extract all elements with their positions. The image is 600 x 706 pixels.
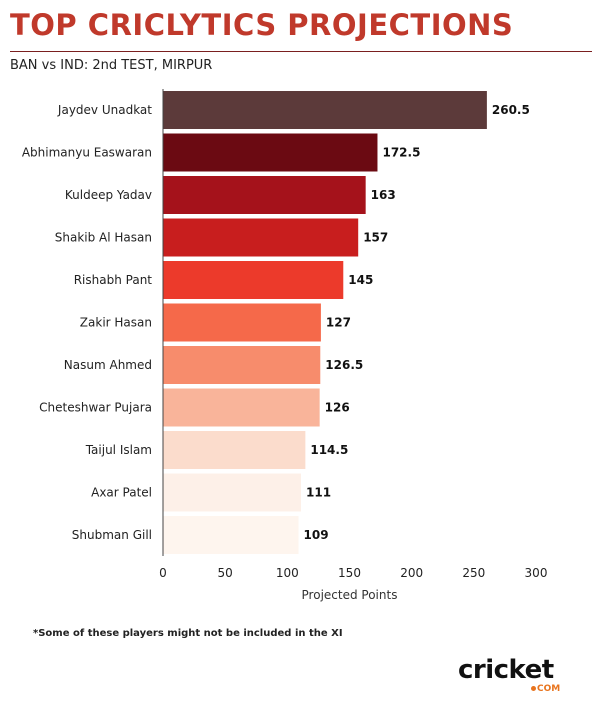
category-label: Cheteshwar Pujara <box>39 401 152 415</box>
logo-dot-icon <box>531 686 536 691</box>
category-label: Rishabh Pant <box>74 273 153 287</box>
category-label: Kuldeep Yadav <box>65 188 152 202</box>
bar <box>163 346 321 384</box>
data-label: 145 <box>348 273 373 287</box>
chart-title: TOP CRICLYTICS PROJECTIONS <box>10 8 514 42</box>
footnote: *Some of these players might not be incl… <box>33 628 343 639</box>
data-label: 260.5 <box>492 103 530 117</box>
data-label: 111 <box>306 486 331 500</box>
x-tick-label: 150 <box>338 566 361 580</box>
x-tick-label: 250 <box>462 566 485 580</box>
category-label: Nasum Ahmed <box>64 358 152 372</box>
title-divider <box>10 51 592 52</box>
bar <box>163 516 299 554</box>
data-label: 109 <box>304 528 329 542</box>
category-label: Taijul Islam <box>85 443 152 457</box>
x-tick-label: 0 <box>159 566 167 580</box>
data-label: 157 <box>363 231 388 245</box>
bar <box>163 303 321 342</box>
x-tick-label: 200 <box>400 566 423 580</box>
bar <box>163 133 378 172</box>
brand-logo: cricket <box>458 655 554 685</box>
x-tick-label: 50 <box>218 566 233 580</box>
bar-chart: Jaydev Unadkat 260.5 Abhimanyu Easwaran 172… <box>22 89 548 602</box>
chart-subtitle: BAN vs IND: 2nd TEST, MIRPUR <box>10 58 213 73</box>
bar <box>163 431 306 469</box>
data-label: 126.5 <box>325 358 363 372</box>
category-label: Shakib Al Hasan <box>55 231 152 245</box>
x-tick-label: 300 <box>525 566 548 580</box>
category-label: Shubman Gill <box>72 528 152 542</box>
bar <box>163 91 487 129</box>
data-label: 126 <box>325 401 350 415</box>
data-label: 114.5 <box>310 443 348 457</box>
data-label: 172.5 <box>382 146 420 160</box>
bar <box>163 176 366 214</box>
bar <box>163 473 302 512</box>
category-label: Abhimanyu Easwaran <box>22 146 152 160</box>
bar <box>163 218 359 257</box>
brand-logo-suffix: COM <box>537 684 561 694</box>
category-label: Axar Patel <box>91 486 152 500</box>
x-tick-label: 100 <box>276 566 299 580</box>
data-label: 163 <box>371 188 396 202</box>
bar <box>163 388 320 427</box>
data-label: 127 <box>326 316 351 330</box>
category-label: Zakir Hasan <box>80 316 152 330</box>
category-label: Jaydev Unadkat <box>57 103 152 117</box>
x-axis-label: Projected Points <box>302 588 398 602</box>
bar <box>163 261 344 299</box>
